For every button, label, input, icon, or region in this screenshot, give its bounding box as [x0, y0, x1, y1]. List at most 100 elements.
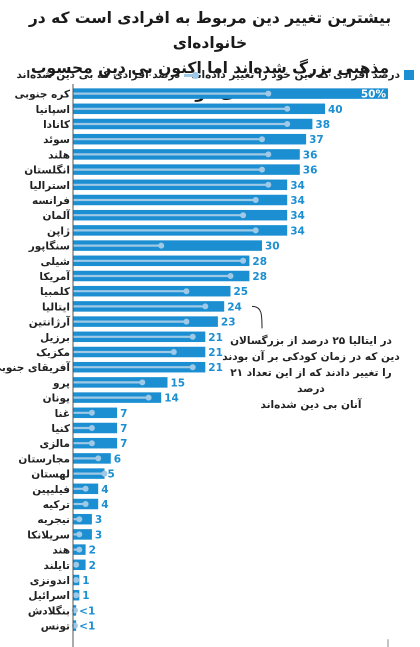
category-label: یونان	[43, 393, 70, 405]
unaffiliated-dot	[284, 105, 291, 112]
category-label: انگلستان	[24, 164, 70, 177]
category-label: اسپانیا	[36, 104, 70, 116]
legend-bar-swatch	[404, 70, 414, 80]
annotation-connector	[251, 305, 263, 329]
unaffiliated-dot	[82, 501, 89, 507]
value-label: 25	[234, 286, 249, 298]
unaffiliated-dot	[265, 151, 272, 158]
unaffiliated-dot	[73, 577, 80, 583]
value-label: 7	[120, 438, 127, 450]
bar	[73, 559, 86, 571]
value-label: <1	[79, 605, 95, 617]
unaffiliated-dot	[284, 121, 291, 127]
legend-label-unaffiliated: درصد افرادی که بی دین شده‌اند	[16, 69, 180, 81]
category-label: هلند	[48, 149, 70, 161]
bar	[73, 407, 118, 419]
category-label: تونس	[41, 621, 70, 633]
value-label: 24	[227, 301, 242, 313]
legend-item-changed: درصد افرادی که دین خود را تغییر داده‌اند	[192, 68, 414, 82]
value-label: 36	[303, 165, 318, 177]
unaffiliated-dot	[202, 303, 209, 310]
category-label: برزیل	[40, 332, 70, 344]
value-label: 50%	[361, 89, 387, 101]
unaffiliated-dot	[76, 516, 83, 523]
unaffiliated-dot	[259, 136, 265, 143]
value-label: 30	[265, 241, 280, 253]
value-label: 28	[252, 256, 267, 268]
category-label: استرالیا	[29, 180, 70, 192]
value-label: 7	[120, 423, 127, 435]
value-label: 36	[303, 149, 318, 161]
unaffiliated-dot	[265, 181, 272, 188]
category-label: غنا	[55, 408, 70, 420]
category-label: کره جنوبی	[15, 89, 71, 101]
category-label: کانادا	[43, 119, 71, 131]
category-label: کنیا	[51, 423, 71, 435]
annotation-line-4: آنان بی دین شده‌اند	[260, 399, 362, 411]
italy-annotation: در ایتالیا ۲۵ درصد از بزرگسالان دین که د…	[218, 333, 404, 413]
unaffiliated-dot	[88, 440, 95, 447]
value-label: 28	[252, 271, 267, 283]
unaffiliated-dot	[145, 394, 152, 401]
category-label: اسرائیل	[28, 590, 70, 602]
value-label: 34	[290, 195, 305, 207]
value-label: 14	[164, 393, 179, 405]
unaffiliated-dot	[189, 364, 196, 371]
category-label: آرژانتین	[29, 316, 71, 329]
category-label: هند	[52, 545, 70, 557]
unaffiliated-dot	[265, 90, 272, 97]
unaffiliated-dot	[88, 409, 95, 416]
category-label: پرو	[52, 377, 70, 389]
annotation-line-1: در ایتالیا ۲۵ درصد از بزرگسالان	[230, 335, 392, 347]
category-label: سریلانکا	[27, 529, 70, 541]
category-label: ایتالیا	[42, 301, 70, 313]
annotation-line-3: را تغییر دادند که از این تعداد ۲۱ درصد	[230, 367, 392, 395]
value-label: 1	[82, 575, 89, 587]
unaffiliated-dot	[158, 242, 165, 249]
unaffiliated-dot	[170, 349, 177, 355]
category-label: کلمبیا	[40, 286, 71, 298]
value-label: 38	[315, 119, 330, 131]
category-label: فرانسه	[32, 195, 70, 207]
value-label: 2	[89, 560, 96, 572]
unaffiliated-dot	[189, 333, 196, 340]
unaffiliated-dot	[240, 257, 247, 264]
bar	[73, 529, 92, 540]
unaffiliated-dot	[76, 546, 83, 553]
value-label: 5	[108, 469, 115, 481]
value-label: 1	[82, 590, 89, 602]
value-label: 6	[114, 453, 121, 465]
category-label: آلمان	[43, 209, 71, 222]
category-label: آفریقای جنوبی	[0, 361, 70, 374]
value-label: 34	[290, 225, 305, 237]
unaffiliated-dot	[259, 166, 265, 173]
category-label: اندونزی	[30, 575, 70, 587]
value-label: 3	[95, 514, 102, 526]
category-label: لهستان	[31, 469, 70, 481]
category-label: سوئد	[43, 134, 70, 146]
bar	[73, 437, 118, 449]
value-label: 40	[328, 104, 343, 116]
category-label: بنگلادش	[28, 604, 70, 617]
unaffiliated-dot	[227, 273, 234, 279]
bar	[73, 422, 118, 434]
value-label: 21	[208, 332, 223, 344]
unaffiliated-dot	[240, 212, 247, 219]
value-label: 21	[208, 347, 223, 359]
value-label: <1	[79, 621, 95, 633]
category-label: ژاپن	[47, 225, 70, 237]
value-label: 3	[95, 529, 102, 541]
value-label: 21	[208, 362, 223, 374]
category-label: فیلیپین	[32, 484, 70, 496]
unaffiliated-dot	[101, 470, 108, 477]
value-label: 2	[89, 545, 96, 557]
unaffiliated-dot	[88, 425, 95, 431]
category-label: سنگاپور	[28, 240, 70, 253]
value-label: 4	[101, 499, 108, 511]
value-label: 7	[120, 408, 127, 420]
value-label: 4	[101, 484, 108, 496]
unaffiliated-dot	[82, 485, 89, 492]
value-label: 23	[221, 317, 236, 329]
legend-label-changed: درصد افرادی که دین خود را تغییر داده‌اند	[191, 69, 400, 81]
